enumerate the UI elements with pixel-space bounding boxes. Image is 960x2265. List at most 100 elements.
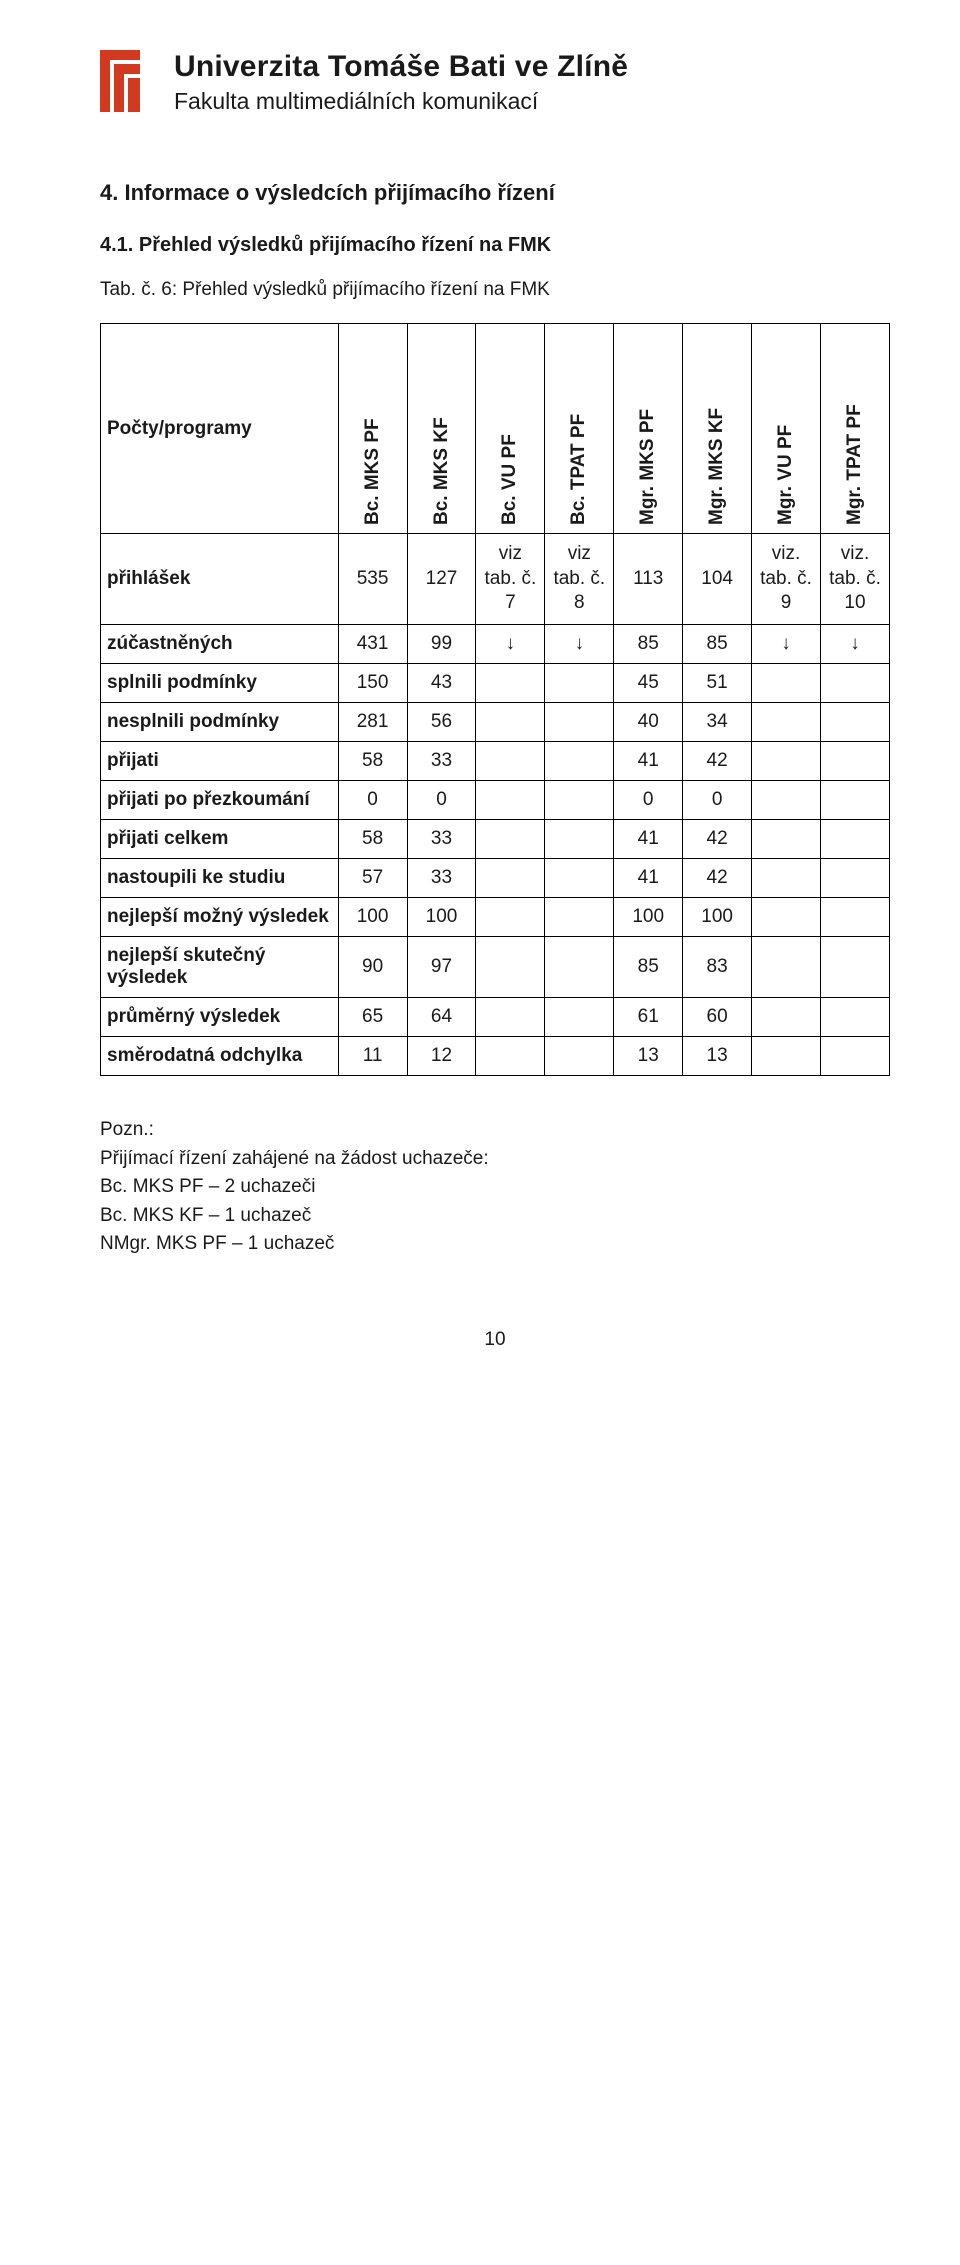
table-cell bbox=[820, 820, 889, 859]
table-row: splnili podmínky150434551 bbox=[101, 664, 890, 703]
table-cell bbox=[820, 1037, 889, 1076]
table-cell: 85 bbox=[614, 625, 683, 664]
row-label: nejlepší skutečný výsledek bbox=[101, 937, 339, 998]
table-cell: viz. tab. č. 9 bbox=[752, 534, 821, 625]
table-cell: 100 bbox=[683, 898, 752, 937]
table-cell: 45 bbox=[614, 664, 683, 703]
table-cell: 42 bbox=[683, 820, 752, 859]
row-label: přijati bbox=[101, 742, 339, 781]
table-cell: 104 bbox=[683, 534, 752, 625]
table-cell: 13 bbox=[683, 1037, 752, 1076]
table-cell: viz tab. č. 7 bbox=[476, 534, 545, 625]
table-row: nastoupili ke studiu5733 4142 bbox=[101, 859, 890, 898]
university-logo-icon bbox=[100, 50, 156, 120]
table-cell bbox=[545, 820, 614, 859]
table-cell: 97 bbox=[407, 937, 476, 998]
results-table: Počty/programy Bc. MKS PF Bc. MKS KF Bc.… bbox=[100, 323, 890, 1076]
table-cell: 90 bbox=[338, 937, 407, 998]
note-line: Přijímací řízení zahájené na žádost ucha… bbox=[100, 1145, 890, 1174]
table-cell: 0 bbox=[614, 781, 683, 820]
table-cell bbox=[545, 898, 614, 937]
table-cell bbox=[752, 859, 821, 898]
table-cell bbox=[476, 859, 545, 898]
row-label: směrodatná odchylka bbox=[101, 1037, 339, 1076]
table-cell bbox=[476, 820, 545, 859]
table-cell: 12 bbox=[407, 1037, 476, 1076]
table-cell bbox=[820, 859, 889, 898]
table-row: směrodatná odchylka1112 1313 bbox=[101, 1037, 890, 1076]
column-header: Bc. VU PF bbox=[476, 324, 545, 534]
row-label: nesplnili podmínky bbox=[101, 703, 339, 742]
table-row: nejlepší skutečný výsledek9097 8583 bbox=[101, 937, 890, 998]
table-cell bbox=[545, 937, 614, 998]
table-cell bbox=[752, 703, 821, 742]
table-cell: 100 bbox=[338, 898, 407, 937]
table-cell: 56 bbox=[407, 703, 476, 742]
row-label: přijati celkem bbox=[101, 820, 339, 859]
column-header: Bc. TPAT PF bbox=[545, 324, 614, 534]
table-cell: viz. tab. č. 10 bbox=[820, 534, 889, 625]
table-cell bbox=[476, 998, 545, 1037]
table-cell: 0 bbox=[407, 781, 476, 820]
row-label: nastoupili ke studiu bbox=[101, 859, 339, 898]
table-cell bbox=[752, 898, 821, 937]
table-cell: 127 bbox=[407, 534, 476, 625]
table-cell bbox=[752, 664, 821, 703]
table-cell: 281 bbox=[338, 703, 407, 742]
table-cell: 0 bbox=[338, 781, 407, 820]
column-header: Mgr. MKS KF bbox=[683, 324, 752, 534]
table-cell: 41 bbox=[614, 820, 683, 859]
table-cell: 65 bbox=[338, 998, 407, 1037]
table-cell: 150 bbox=[338, 664, 407, 703]
table-cell bbox=[476, 781, 545, 820]
table-cell: 83 bbox=[683, 937, 752, 998]
table-cell: 85 bbox=[683, 625, 752, 664]
row-label: průměrný výsledek bbox=[101, 998, 339, 1037]
table-cell: 100 bbox=[614, 898, 683, 937]
table-cell bbox=[545, 781, 614, 820]
column-header-rowlabel: Počty/programy bbox=[101, 324, 339, 534]
table-cell: 85 bbox=[614, 937, 683, 998]
table-cell: 535 bbox=[338, 534, 407, 625]
faculty-name: Fakulta multimediálních komunikací bbox=[174, 88, 628, 115]
table-row: zúčastněných43199↓↓8585↓↓ bbox=[101, 625, 890, 664]
table-cell: ↓ bbox=[476, 625, 545, 664]
table-cell: 33 bbox=[407, 742, 476, 781]
row-label: přijati po přezkoumání bbox=[101, 781, 339, 820]
table-cell: 34 bbox=[683, 703, 752, 742]
column-header: Bc. MKS PF bbox=[338, 324, 407, 534]
table-cell bbox=[476, 898, 545, 937]
table-cell: 33 bbox=[407, 859, 476, 898]
table-cell: 113 bbox=[614, 534, 683, 625]
table-cell: ↓ bbox=[545, 625, 614, 664]
table-cell: ↓ bbox=[820, 625, 889, 664]
table-row: přijati58334142 bbox=[101, 742, 890, 781]
table-cell: 11 bbox=[338, 1037, 407, 1076]
subsection-heading: 4.1. Přehled výsledků přijímacího řízení… bbox=[100, 234, 890, 257]
table-cell: 41 bbox=[614, 859, 683, 898]
university-name: Univerzita Tomáše Bati ve Zlíně bbox=[174, 50, 628, 84]
table-row: průměrný výsledek65646160 bbox=[101, 998, 890, 1037]
table-cell: 100 bbox=[407, 898, 476, 937]
table-cell bbox=[752, 1037, 821, 1076]
table-cell bbox=[476, 703, 545, 742]
table-cell bbox=[752, 742, 821, 781]
column-header: Mgr. TPAT PF bbox=[820, 324, 889, 534]
table-row: nesplnili podmínky281564034 bbox=[101, 703, 890, 742]
table-cell bbox=[545, 703, 614, 742]
table-cell: 58 bbox=[338, 820, 407, 859]
table-cell bbox=[752, 998, 821, 1037]
table-cell bbox=[820, 742, 889, 781]
table-caption: Tab. č. 6: Přehled výsledků přijímacího … bbox=[100, 279, 890, 301]
table-cell: 33 bbox=[407, 820, 476, 859]
table-cell: 42 bbox=[683, 859, 752, 898]
table-cell: 43 bbox=[407, 664, 476, 703]
table-cell: 13 bbox=[614, 1037, 683, 1076]
table-cell bbox=[820, 937, 889, 998]
table-cell bbox=[752, 937, 821, 998]
table-cell: 42 bbox=[683, 742, 752, 781]
table-cell bbox=[476, 1037, 545, 1076]
note-line: Bc. MKS KF – 1 uchazeč bbox=[100, 1202, 890, 1231]
table-cell: 57 bbox=[338, 859, 407, 898]
table-cell: viz tab. č. 8 bbox=[545, 534, 614, 625]
